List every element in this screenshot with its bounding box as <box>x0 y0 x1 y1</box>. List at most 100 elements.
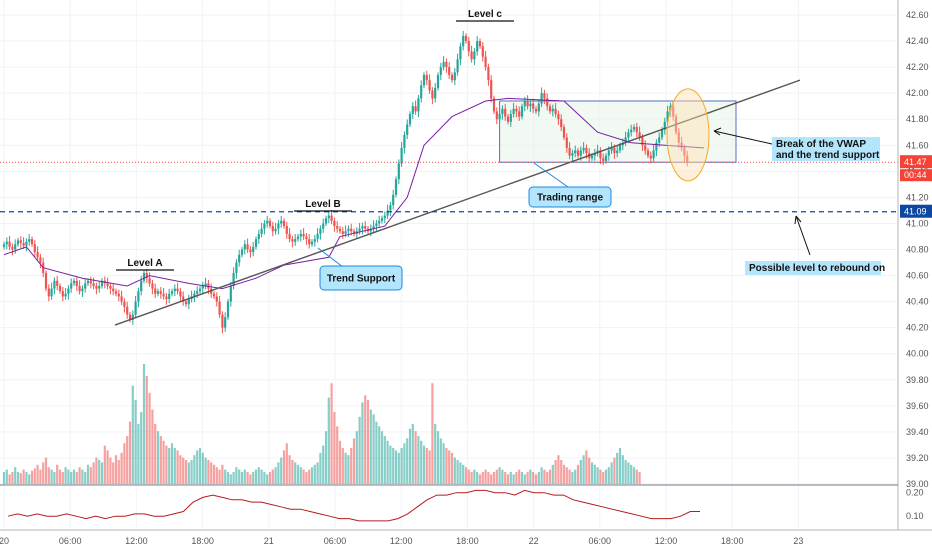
volume-bar <box>291 460 294 484</box>
countdown-value: 00:44 <box>904 170 927 180</box>
break-vwap-box <box>772 137 880 161</box>
candle-body <box>568 147 571 156</box>
candle-body <box>686 155 689 163</box>
volume-bar <box>112 462 115 484</box>
candle-body <box>285 226 288 234</box>
volume-bar <box>224 469 227 484</box>
volume-bar <box>243 469 246 484</box>
candle-body <box>632 127 636 130</box>
candle-body <box>593 153 596 156</box>
candle-body <box>459 46 462 60</box>
volume-bar <box>207 460 210 484</box>
volume-bar <box>277 462 280 484</box>
volume-bar <box>459 462 462 484</box>
volume-bar <box>378 426 381 484</box>
candle-body <box>168 293 171 300</box>
candle-body <box>112 288 115 292</box>
volume-bar <box>47 467 50 484</box>
volume-bar <box>518 469 521 484</box>
candle-body <box>456 59 459 73</box>
volume-bar <box>159 436 162 484</box>
candle-body <box>179 291 182 297</box>
candle-body <box>30 239 34 245</box>
candle-body <box>319 228 322 234</box>
time-tick-label: 18:00 <box>191 536 214 546</box>
candle-body <box>481 46 484 57</box>
volume-bar <box>170 443 174 484</box>
candle-body <box>618 145 622 151</box>
volume-bar <box>201 452 204 484</box>
volume-bar <box>434 424 437 484</box>
candle-body <box>383 215 386 219</box>
candle-body <box>98 285 101 289</box>
volume-bar <box>131 385 134 484</box>
candle-body <box>75 280 78 286</box>
volume-bar <box>562 464 566 484</box>
volume-bar <box>148 392 151 484</box>
volume-bar <box>492 472 496 484</box>
candle-body <box>417 98 420 112</box>
candle-body <box>224 317 227 328</box>
price-tick-label: 42.00 <box>906 88 929 98</box>
price-tick-label: 42.20 <box>906 62 929 72</box>
volume-bar <box>341 448 344 484</box>
volume-bar <box>548 469 552 484</box>
volume-bar <box>221 464 224 484</box>
candle-body <box>428 80 431 91</box>
candle-body <box>56 280 59 286</box>
volume-bar <box>319 452 322 484</box>
candle-body <box>375 223 378 227</box>
candle-body <box>117 293 120 297</box>
volume-bar <box>140 412 143 484</box>
volume-bar <box>179 455 182 484</box>
volume-bar <box>588 457 591 484</box>
candle-body <box>131 314 134 320</box>
candle-body <box>277 223 280 229</box>
volume-bar <box>537 472 540 484</box>
break-ellipse <box>666 88 710 182</box>
volume-bar <box>64 467 67 484</box>
candle-body <box>184 301 188 305</box>
candle-body <box>635 127 638 133</box>
price-tick-label: 40.80 <box>906 245 929 255</box>
volume-bar <box>84 472 87 484</box>
candle-body <box>655 142 658 151</box>
time-tick-label: 12:00 <box>655 536 678 546</box>
candle-body <box>532 103 535 109</box>
volume-bar <box>19 473 22 484</box>
volume-bar <box>336 426 339 484</box>
candle-body <box>649 155 652 159</box>
volume-bar <box>324 431 328 484</box>
candles <box>2 30 689 334</box>
volume-bar <box>596 467 599 484</box>
volume-bar <box>495 469 498 484</box>
volume-bar <box>182 457 185 484</box>
candle-body <box>344 231 347 234</box>
break-vwap-line2: and the trend support <box>776 150 880 161</box>
candle-body <box>218 301 221 315</box>
volume-bar <box>568 469 571 484</box>
volume-bar <box>5 469 8 484</box>
volume-bar <box>599 469 602 484</box>
candle-body <box>260 228 263 234</box>
candle-body <box>411 106 414 115</box>
volume-bar <box>403 443 406 484</box>
volume-bar <box>551 464 554 484</box>
candle-body <box>61 291 64 297</box>
volume-bar <box>366 400 370 484</box>
volume-bar <box>338 440 342 484</box>
candle-body <box>498 114 501 120</box>
candle-body <box>28 239 31 242</box>
arrow-break-line <box>713 130 773 145</box>
candle-body <box>313 239 316 242</box>
candle-body <box>235 262 238 273</box>
candle-body <box>212 293 216 297</box>
level-b-label: Level B <box>305 199 341 210</box>
volume-bar <box>296 464 300 484</box>
volume-bar <box>523 474 526 484</box>
candle-body <box>266 220 269 224</box>
volume-bar <box>450 452 454 484</box>
candle-body <box>571 153 574 156</box>
candle-body <box>420 85 423 99</box>
candle-body <box>333 220 336 227</box>
